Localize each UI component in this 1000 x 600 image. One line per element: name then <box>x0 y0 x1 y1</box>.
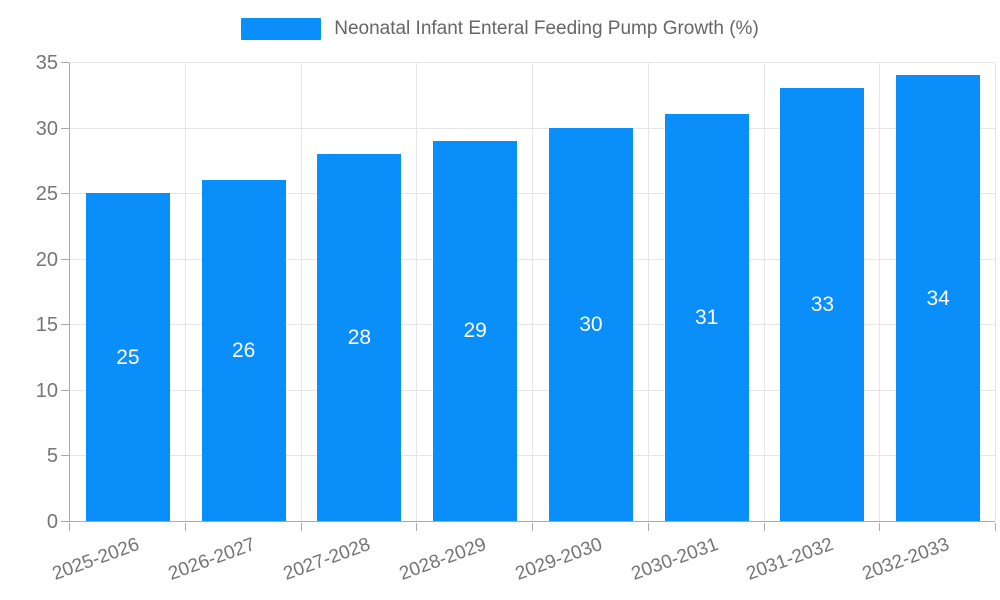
y-axis-tick-label: 0 <box>46 511 58 533</box>
grid-line-vertical <box>184 63 186 521</box>
bar[interactable]: 25 <box>85 193 170 521</box>
bar[interactable]: 33 <box>780 88 865 521</box>
grid-line-vertical <box>763 63 765 521</box>
bar[interactable]: 34 <box>896 75 981 521</box>
x-axis-tick-mark <box>416 523 418 531</box>
grid-line-horizontal <box>70 62 995 63</box>
bar-value-label: 29 <box>463 319 487 343</box>
y-axis-tick-label: 30 <box>35 117 58 140</box>
grid-line-vertical <box>416 63 418 521</box>
plot-area: 25 26 28 29 30 31 33 34 <box>69 62 996 522</box>
bar[interactable]: 31 <box>664 114 749 521</box>
x-axis-tick-mark <box>879 523 881 531</box>
chart-legend[interactable]: Neonatal Infant Enteral Feeding Pump Gro… <box>0 18 1000 40</box>
x-axis-tick-mark <box>995 523 996 531</box>
bar-value-label: 30 <box>579 312 603 336</box>
grid-line-vertical <box>532 63 533 521</box>
bar-value-label: 34 <box>926 286 950 310</box>
y-axis-tick-label: 25 <box>35 183 58 206</box>
y-axis-tick-label: 15 <box>35 314 58 337</box>
y-axis-tick-label: 5 <box>46 445 58 468</box>
y-axis-tick-label: 35 <box>35 52 58 74</box>
x-axis-tick-mark <box>184 523 186 531</box>
y-axis-tick-mark <box>61 127 69 129</box>
y-axis-tick-mark <box>61 258 69 260</box>
y-axis-tick-label: 20 <box>35 248 58 271</box>
grid-line-vertical <box>300 63 302 521</box>
bar-value-label: 33 <box>810 293 835 317</box>
y-axis-tick-mark <box>61 389 69 391</box>
x-axis-tick-mark <box>300 523 302 531</box>
grid-line-vertical <box>879 63 881 521</box>
y-axis-tick-mark <box>61 62 69 63</box>
bar[interactable]: 30 <box>548 127 633 521</box>
x-axis-tick-mark <box>69 523 70 531</box>
bar[interactable]: 29 <box>433 140 518 521</box>
bar-value-label: 25 <box>116 345 140 369</box>
grid-line-vertical <box>995 63 996 521</box>
bar[interactable]: 26 <box>201 180 286 521</box>
legend-swatch-icon <box>241 18 322 40</box>
bar-value-label: 31 <box>694 306 719 330</box>
y-axis-tick-label: 10 <box>35 379 58 402</box>
y-axis-tick-mark <box>61 324 69 326</box>
x-axis-tick-mark <box>763 523 765 531</box>
y-axis-tick-mark <box>61 521 69 522</box>
y-axis-tick-mark <box>61 455 69 457</box>
x-axis-tick-mark <box>647 523 649 531</box>
x-axis-tick-mark <box>532 523 533 531</box>
bar[interactable]: 28 <box>317 153 402 521</box>
bar-value-label: 26 <box>231 339 256 363</box>
legend-label: Neonatal Infant Enteral Feeding Pump Gro… <box>334 18 759 39</box>
y-axis-tick-mark <box>61 193 69 195</box>
bar-value-label: 28 <box>347 325 372 349</box>
grid-line-vertical <box>647 63 649 521</box>
